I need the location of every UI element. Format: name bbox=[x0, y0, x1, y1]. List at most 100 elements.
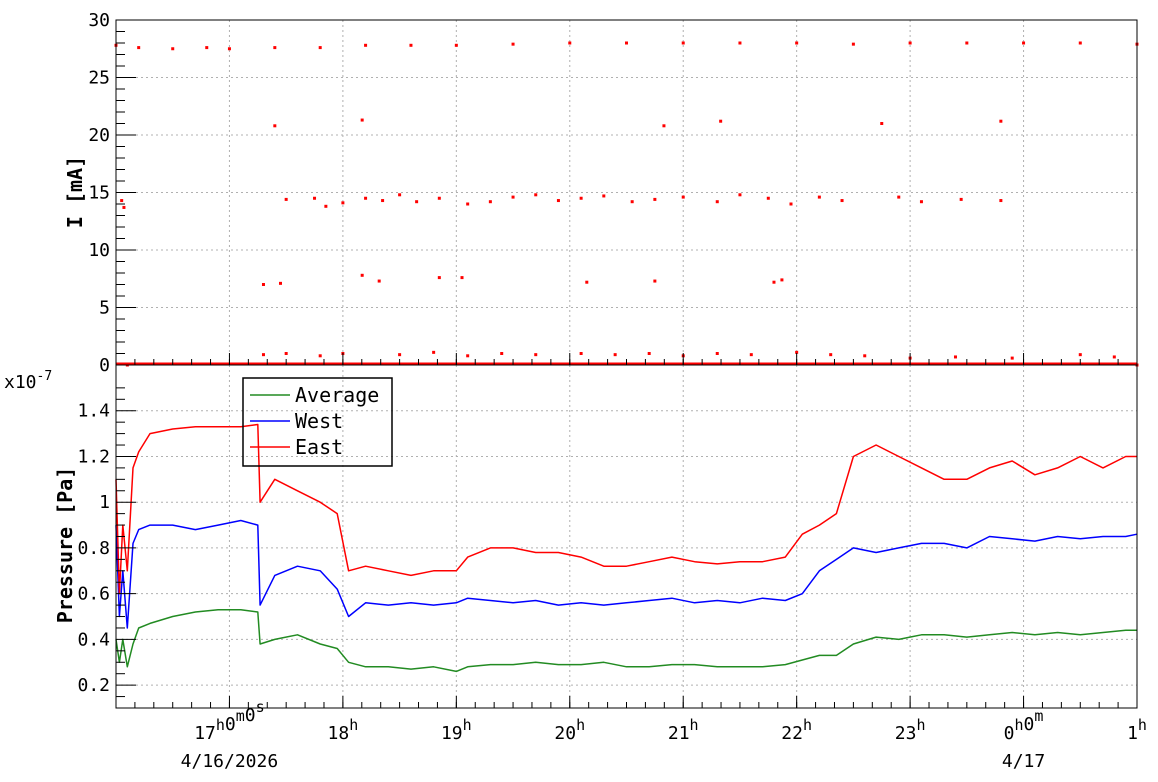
current-point-22 bbox=[273, 124, 277, 128]
current-point-5 bbox=[273, 46, 277, 50]
xtick-label-5: 22h bbox=[781, 716, 812, 744]
current-point-59 bbox=[261, 283, 265, 286]
date-label-1: 4/17 bbox=[1002, 751, 1045, 772]
current-point-29 bbox=[122, 205, 126, 209]
current-point-66 bbox=[653, 279, 657, 283]
current-point-89 bbox=[953, 355, 957, 359]
xtick-label-7: 0h0m bbox=[1004, 707, 1044, 744]
current-point-71 bbox=[284, 352, 288, 355]
current-point-19 bbox=[1022, 41, 1026, 45]
current-point-1 bbox=[137, 46, 141, 50]
current-point-27 bbox=[999, 119, 1003, 123]
current-point-51 bbox=[766, 196, 770, 200]
current-point-87 bbox=[863, 354, 867, 358]
pressure-ytick-label-4: 1 bbox=[99, 492, 110, 513]
current-point-64 bbox=[460, 276, 464, 280]
current-point-48 bbox=[681, 195, 685, 199]
current-point-70 bbox=[261, 353, 265, 357]
current-point-44 bbox=[579, 196, 583, 200]
current-point-55 bbox=[897, 195, 901, 199]
pressure-ytick-label-5: 1.2 bbox=[77, 446, 110, 467]
current-point-57 bbox=[959, 197, 963, 201]
pressure-ytick-label-0: 0.2 bbox=[77, 675, 110, 696]
current-point-45 bbox=[602, 194, 606, 198]
legend-average-label: Average bbox=[295, 383, 379, 407]
legend-box bbox=[242, 377, 393, 467]
current-point-11 bbox=[568, 41, 572, 45]
current-point-41 bbox=[511, 195, 515, 199]
current-point-58 bbox=[999, 199, 1003, 203]
pressure-series-west bbox=[115, 519, 1138, 629]
current-point-72 bbox=[318, 354, 322, 358]
pressure-ytick-label-6: 1.4 bbox=[77, 401, 110, 422]
current-point-40 bbox=[488, 200, 492, 204]
current-point-7 bbox=[364, 43, 368, 47]
current-point-3 bbox=[205, 46, 209, 50]
current-point-36 bbox=[398, 193, 402, 197]
current-point-78 bbox=[534, 353, 538, 357]
pressure-series-average bbox=[115, 608, 1137, 673]
time-x-axis: 17h0m0s 18h 19h 20h 21h 22h 23h 0h0m 1h 4/16/2026… bbox=[115, 353, 1147, 772]
current-ytick-label-0: 0 bbox=[99, 355, 110, 376]
current-ytick-label-2: 10 bbox=[88, 240, 110, 261]
current-point-4 bbox=[227, 47, 231, 51]
xtick-label-4: 21h bbox=[668, 716, 699, 744]
current-point-15 bbox=[795, 41, 799, 45]
current-point-13 bbox=[681, 41, 685, 45]
pressure-y-ticks: 0.2 0.4 0.6 0.8 1 1.2 1.4 bbox=[77, 387, 136, 709]
current-point-20 bbox=[1078, 41, 1082, 45]
current-point-84 bbox=[749, 353, 753, 357]
current-point-80 bbox=[613, 353, 617, 357]
current-point-60 bbox=[278, 281, 282, 285]
current-point-76 bbox=[466, 354, 470, 358]
current-point-56 bbox=[919, 200, 923, 204]
current-point-18 bbox=[965, 41, 969, 45]
pressure-panel: 0.20.40.60.811.21.4 Pressure [Pa] x10-7 … bbox=[4, 364, 1138, 709]
current-point-30 bbox=[284, 197, 288, 201]
current-point-24 bbox=[662, 124, 666, 128]
current-point-14 bbox=[738, 41, 742, 45]
current-point-77 bbox=[500, 352, 504, 355]
current-point-50 bbox=[738, 193, 742, 197]
legend-west-label: West bbox=[295, 409, 343, 433]
current-point-61 bbox=[360, 273, 364, 277]
pressure-ytick-label-1: 0.4 bbox=[77, 629, 110, 650]
date-label-0: 4/16/2026 bbox=[181, 751, 279, 772]
current-point-25 bbox=[719, 119, 723, 123]
current-point-16 bbox=[851, 42, 855, 46]
pressure-exponent-label: x10-7 bbox=[4, 369, 52, 393]
current-point-39 bbox=[466, 202, 470, 206]
pressure-lines bbox=[115, 423, 1138, 673]
current-point-52 bbox=[789, 202, 793, 206]
xtick-label-6: 23h bbox=[895, 716, 926, 744]
current-point-54 bbox=[840, 199, 844, 203]
xtick-label-3: 20h bbox=[554, 716, 585, 744]
current-point-10 bbox=[511, 42, 515, 46]
xtick-label-1: 18h bbox=[328, 716, 359, 744]
current-point-91 bbox=[1078, 353, 1082, 357]
current-point-68 bbox=[780, 278, 784, 282]
current-point-86 bbox=[829, 353, 833, 357]
current-point-42 bbox=[534, 193, 538, 197]
current-point-47 bbox=[653, 197, 657, 201]
legend-east-label: East bbox=[295, 435, 343, 459]
current-point-31 bbox=[313, 196, 317, 200]
current-point-35 bbox=[381, 199, 385, 203]
xtick-label-2: 19h bbox=[441, 716, 472, 744]
pressure-ytick-label-3: 0.8 bbox=[77, 538, 110, 559]
current-point-74 bbox=[398, 353, 402, 357]
current-point-83 bbox=[715, 352, 719, 355]
current-point-92 bbox=[1112, 355, 1116, 359]
pressure-y-axis-label: Pressure [Pa] bbox=[53, 467, 77, 624]
current-point-49 bbox=[715, 200, 719, 204]
current-point-65 bbox=[585, 280, 589, 284]
current-point-37 bbox=[415, 200, 419, 204]
current-point-79 bbox=[579, 352, 583, 355]
current-point-33 bbox=[341, 201, 345, 205]
current-point-6 bbox=[318, 46, 322, 50]
current-point-9 bbox=[454, 43, 458, 47]
pressure-grid bbox=[116, 365, 1137, 708]
xtick-label-0: 17h0m0s bbox=[194, 698, 264, 744]
